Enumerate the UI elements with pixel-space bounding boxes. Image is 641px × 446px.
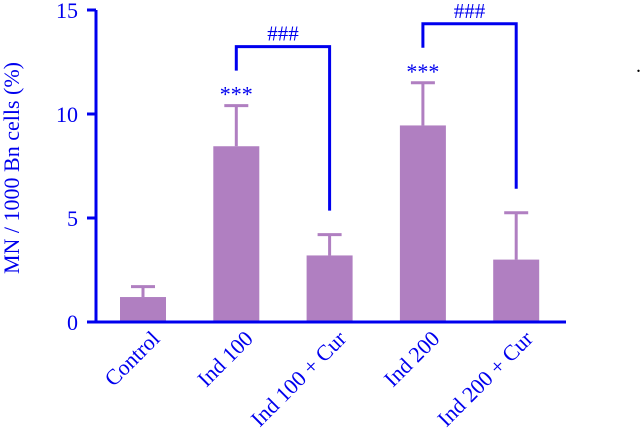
significance-marker: ***	[220, 82, 253, 107]
y-tick-label: 10	[56, 102, 78, 127]
x-tick-label: Ind 200 + Cur	[432, 325, 538, 431]
bar	[120, 297, 166, 322]
bar	[306, 255, 353, 322]
comparison-bracket	[234, 45, 332, 211]
y-tick-label: 5	[67, 206, 78, 231]
x-tick-label: Ind 100 + Cur	[246, 325, 352, 431]
significance-marker: ***	[406, 59, 439, 84]
bracket-label: ###	[267, 22, 299, 46]
bar	[493, 259, 540, 322]
significance-annotations: *** ***	[220, 59, 440, 107]
x-tick-label: Ind 100	[192, 326, 258, 392]
y-tick-label: 0	[67, 310, 78, 335]
error-bars-group	[131, 81, 529, 298]
y-tick-label: 15	[56, 0, 78, 23]
x-tick-label: Control	[99, 326, 164, 391]
y-axis-label: MN / 1000 Bn cells (%)	[0, 62, 24, 274]
bar	[213, 146, 260, 322]
stray-marker: .	[636, 55, 641, 77]
comparison-bracket	[421, 22, 518, 189]
axes-group	[94, 10, 566, 324]
bracket-label: ###	[454, 0, 486, 23]
comparison-brackets: ### ###	[234, 0, 518, 211]
bars-group	[120, 125, 540, 322]
bar	[399, 125, 446, 322]
x-tick-label: Ind 200	[379, 326, 445, 392]
y-axis-ticks: 0 5 10 15	[56, 0, 96, 335]
